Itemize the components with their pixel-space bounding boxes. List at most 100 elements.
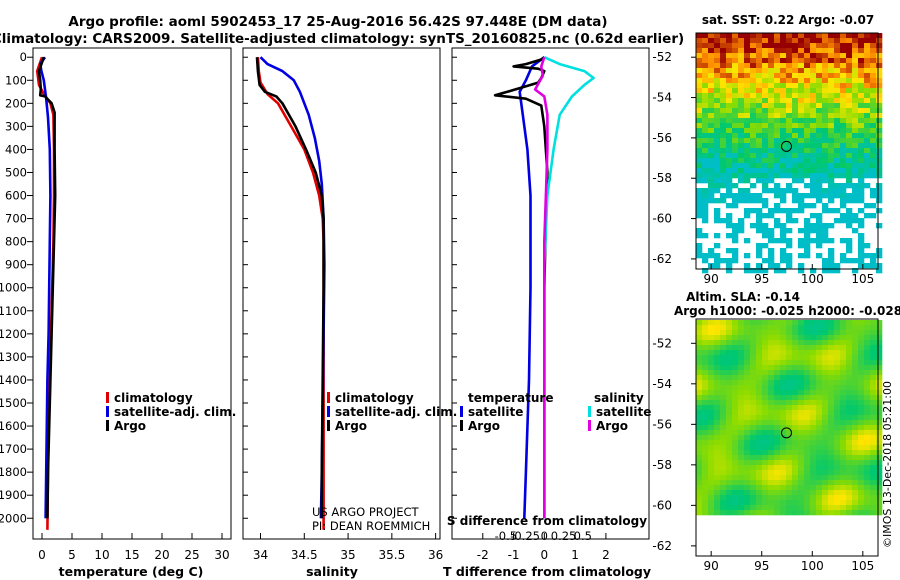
sla-cell — [846, 405, 853, 411]
sst-cell — [780, 223, 787, 229]
sst-cell — [828, 78, 835, 84]
sst-cell — [780, 58, 787, 64]
sla-cell — [726, 455, 733, 461]
sla-cell — [744, 390, 751, 396]
sst-cell — [798, 198, 805, 204]
sst-cell — [822, 173, 829, 179]
sla-cell — [816, 360, 823, 366]
sst-cell — [804, 163, 811, 169]
sla-cell — [840, 340, 847, 346]
sst-cell — [768, 78, 775, 84]
sla-cell — [720, 380, 727, 386]
sst-cell — [828, 118, 835, 124]
sla-cell — [834, 320, 841, 326]
sst-cell — [876, 73, 883, 79]
x-tick-label: 15 — [124, 548, 139, 562]
sla-cell — [804, 455, 811, 461]
sst-cell — [744, 83, 751, 89]
sst-cell — [762, 213, 769, 219]
sst-cell — [876, 93, 883, 99]
sst-cell — [798, 263, 805, 269]
sla-cell — [708, 390, 715, 396]
sst-cell — [720, 218, 727, 224]
sst-cell — [792, 118, 799, 124]
sla-cell — [798, 355, 805, 361]
sla-cell — [720, 390, 727, 396]
sla-cell — [702, 370, 709, 376]
sst-cell — [750, 268, 757, 274]
sst-cell — [858, 83, 865, 89]
map-y-tick-label: -58 — [652, 171, 672, 185]
sla-cell — [786, 370, 793, 376]
sst-cell — [804, 243, 811, 249]
sst-cell — [870, 168, 877, 174]
sst-cell — [864, 183, 871, 189]
sla-cell — [768, 380, 775, 386]
sst-cell — [870, 48, 877, 54]
sst-cell — [822, 108, 829, 114]
sla-cell — [798, 395, 805, 401]
sst-cell — [804, 153, 811, 159]
sst-cell — [816, 163, 823, 169]
sst-cell — [774, 118, 781, 124]
sla-cell — [804, 445, 811, 451]
sst-cell — [828, 68, 835, 74]
argo-float-marker — [780, 140, 792, 152]
sst-cell — [696, 148, 703, 154]
sst-cell — [720, 178, 727, 184]
sla-cell — [708, 455, 715, 461]
sst-cell — [768, 253, 775, 259]
sla-cell — [738, 320, 745, 326]
sla-cell — [870, 420, 877, 426]
sst-cell — [702, 38, 709, 44]
sla-cell — [840, 510, 847, 516]
sst-cell — [834, 43, 841, 49]
sla-cell — [750, 340, 757, 346]
sst-cell — [708, 93, 715, 99]
sst-cell — [786, 263, 793, 269]
sla-cell — [804, 335, 811, 341]
sst-cell — [708, 88, 715, 94]
sla-cell — [816, 405, 823, 411]
sla-cell — [708, 370, 715, 376]
sla-cell — [786, 330, 793, 336]
sla-cell — [798, 415, 805, 421]
sla-cell — [846, 395, 853, 401]
sst-cell — [858, 173, 865, 179]
sst-cell — [768, 43, 775, 49]
sst-cell — [774, 208, 781, 214]
sst-cell — [810, 88, 817, 94]
sst-cell — [810, 158, 817, 164]
sla-cell — [834, 330, 841, 336]
sla-cell — [864, 490, 871, 496]
sst-cell — [852, 108, 859, 114]
sst-cell — [756, 73, 763, 79]
sla-cell — [762, 490, 769, 496]
sst-cell — [804, 108, 811, 114]
sst-cell — [756, 198, 763, 204]
sla-cell — [726, 370, 733, 376]
sst-cell — [834, 153, 841, 159]
sla-cell — [846, 480, 853, 486]
sst-cell — [822, 53, 829, 59]
sst-cell — [732, 83, 739, 89]
sla-cell — [876, 460, 883, 466]
sst-cell — [744, 213, 751, 219]
sla-cell — [798, 400, 805, 406]
sla-cell — [846, 365, 853, 371]
sst-cell — [714, 178, 721, 184]
sst-cell — [846, 243, 853, 249]
sst-cell — [792, 48, 799, 54]
sst-cell — [756, 128, 763, 134]
sst-cell — [720, 163, 727, 169]
sst-cell — [858, 93, 865, 99]
sst-cell — [846, 108, 853, 114]
sla-cell — [852, 385, 859, 391]
sst-cell — [774, 33, 781, 39]
sst-cell — [798, 88, 805, 94]
sla-cell — [780, 345, 787, 351]
sla-cell — [726, 385, 733, 391]
sst-cell — [762, 178, 769, 184]
sla-cell — [756, 495, 763, 501]
sst-cell — [876, 63, 883, 69]
